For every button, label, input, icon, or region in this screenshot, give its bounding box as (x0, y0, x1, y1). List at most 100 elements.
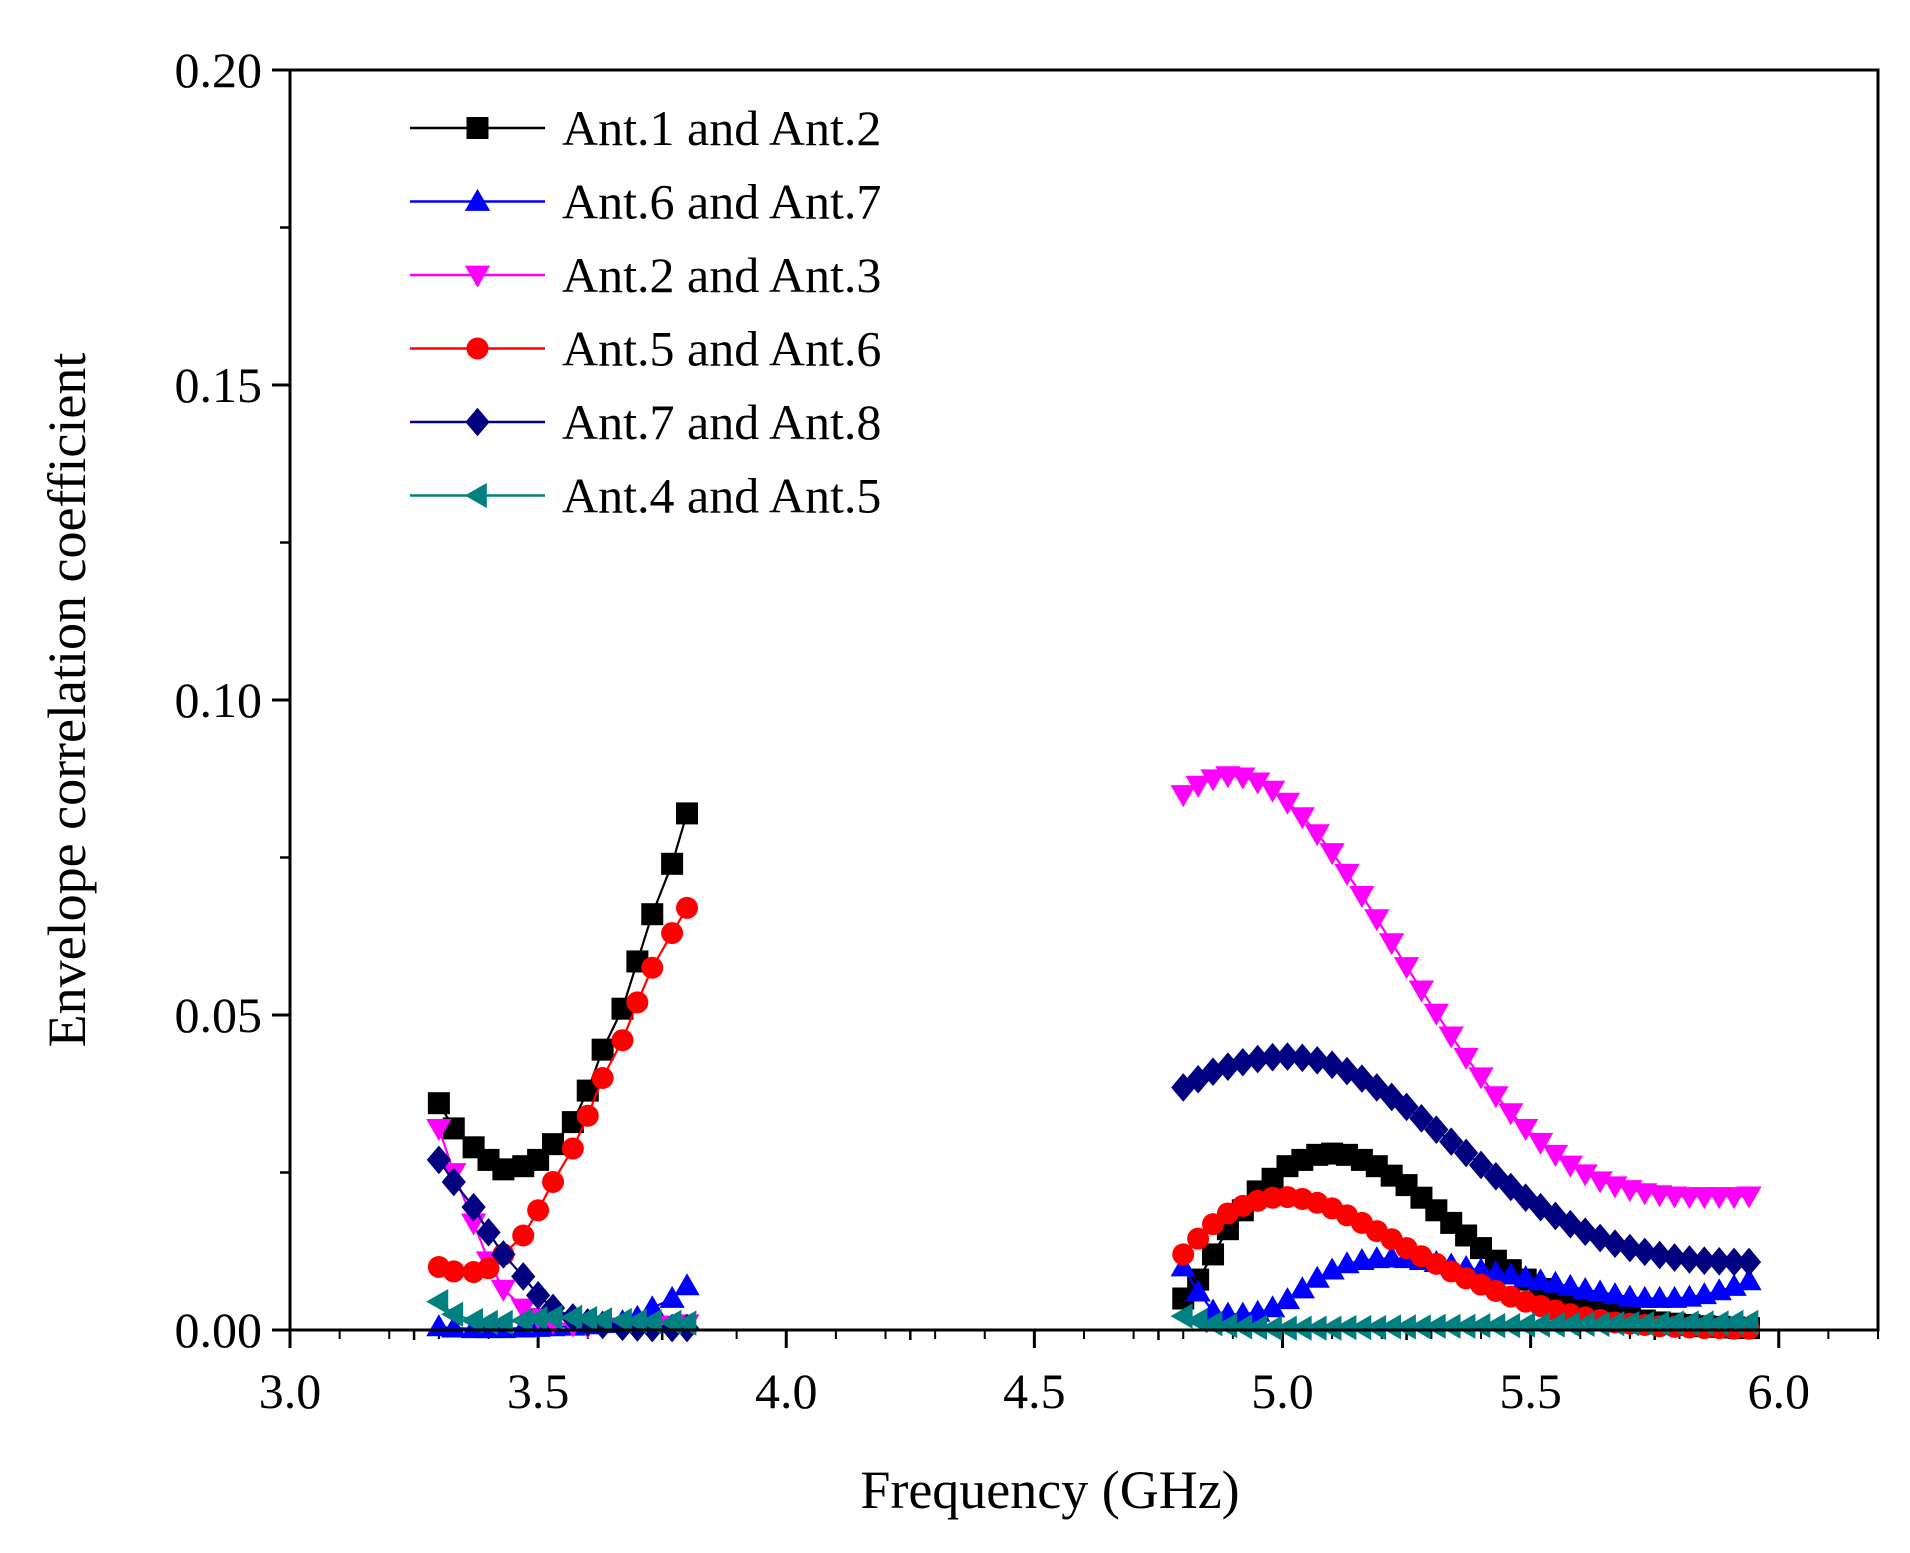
data-point (609, 1307, 632, 1334)
data-point (1230, 1047, 1255, 1077)
legend-item: Ant.7 and Ant.8 (410, 394, 881, 450)
data-point (542, 1133, 565, 1156)
data-point (1394, 1092, 1419, 1122)
data-point (1572, 1277, 1598, 1300)
data-point (1408, 980, 1435, 1003)
data-point (1662, 1243, 1687, 1272)
data-point (1424, 1115, 1449, 1144)
data-point (1692, 1246, 1717, 1275)
data-point (512, 1224, 535, 1247)
data-point (1349, 885, 1375, 908)
data-point (624, 1308, 647, 1334)
data-point (526, 1281, 551, 1310)
data-point (1423, 1313, 1446, 1339)
data-point (1454, 1138, 1479, 1168)
data-point (1587, 1279, 1613, 1302)
data-point (1185, 1279, 1211, 1302)
data-point (1557, 1155, 1583, 1178)
data-point (560, 1304, 583, 1331)
data-point (1438, 1026, 1464, 1049)
data-point (1259, 1315, 1282, 1341)
legend-item: Ant.5 and Ant.6 (410, 321, 881, 377)
data-point (641, 956, 664, 979)
data-point (1498, 1262, 1524, 1285)
data-point (659, 1285, 685, 1308)
data-point (1274, 792, 1301, 815)
data-point (1274, 1315, 1297, 1341)
data-point (1289, 807, 1315, 830)
x-tick-label: 5.5 (1499, 1363, 1562, 1419)
data-point (674, 1273, 700, 1296)
data-point (561, 1137, 584, 1160)
data-point (460, 1307, 483, 1334)
data-point (1453, 1313, 1476, 1339)
data-point (1319, 1257, 1345, 1280)
data-point (1721, 1273, 1747, 1296)
data-point (576, 1079, 599, 1102)
data-point (1677, 1245, 1702, 1274)
y-axis-title: Envelope correlation coefficient (37, 353, 97, 1048)
data-point (1187, 1227, 1210, 1250)
data-point (1498, 1103, 1524, 1126)
x-tick-label: 3.0 (259, 1363, 322, 1419)
data-point (1393, 957, 1420, 980)
data-point (1602, 1282, 1628, 1305)
legend: Ant.1 and Ant.2 Ant.6 and Ant.7 Ant.2 and … (410, 100, 881, 524)
data-point (1393, 1314, 1416, 1340)
data-point (1215, 1312, 1238, 1339)
legend-item: Ant.1 and Ant.2 (410, 100, 881, 156)
data-point (576, 1104, 599, 1127)
data-point (490, 1279, 517, 1302)
data-point (441, 1301, 464, 1327)
data-point (626, 991, 649, 1014)
data-point (1707, 1247, 1732, 1276)
plot-series (426, 766, 1762, 1343)
data-point (1408, 1314, 1431, 1340)
data-point (426, 1119, 452, 1142)
data-point (461, 1192, 486, 1222)
x-tick-label: 4.0 (755, 1363, 818, 1419)
data-point (1290, 1043, 1315, 1073)
data-point (611, 1029, 634, 1052)
data-point (1483, 1260, 1509, 1283)
data-point (1527, 1132, 1554, 1155)
data-point (1736, 1247, 1762, 1277)
data-point (1542, 1270, 1569, 1293)
data-point (441, 1315, 467, 1338)
axes: 3.0 3.5 4.0 4.5 5.0 5.5 6.0 0.00 0.05 0.10 0.15 0.2… (175, 42, 1879, 1419)
data-point (591, 1038, 614, 1061)
data-point (1171, 1073, 1196, 1102)
x-tick-label: 4.5 (1003, 1363, 1066, 1419)
x-tick-label: 5.0 (1251, 1363, 1314, 1419)
data-point (1453, 1047, 1479, 1070)
data-point (1304, 1315, 1327, 1341)
data-point (575, 1306, 598, 1332)
data-point (1423, 1003, 1449, 1026)
data-point (1721, 1247, 1747, 1277)
data-point (1483, 1312, 1506, 1339)
legend-item: Ant.4 and Ant.5 (410, 468, 881, 524)
data-point (1572, 1164, 1598, 1187)
data-point (427, 1092, 450, 1115)
legend-label: Ant.1 and Ant.2 (562, 100, 881, 156)
x-axis-title: Frequency (GHz) (860, 1460, 1239, 1520)
data-point (589, 1307, 612, 1333)
y-tick-label: 0.05 (175, 987, 263, 1043)
data-point (1468, 1067, 1494, 1090)
data-point (1617, 1233, 1642, 1263)
legend-label: Ant.6 and Ant.7 (562, 174, 881, 230)
data-point (1379, 1314, 1402, 1340)
data-point (426, 1289, 449, 1315)
data-point (476, 1218, 501, 1247)
data-point (1170, 1303, 1193, 1329)
legend-label: Ant.4 and Ant.5 (562, 468, 881, 524)
data-point (1275, 1042, 1300, 1071)
legend-item: Ant.6 and Ant.7 (410, 174, 881, 230)
legend-marker (465, 407, 490, 437)
legend-item: Ant.2 and Ant.3 (410, 247, 881, 303)
legend-marker (466, 117, 489, 139)
data-point (1468, 1150, 1494, 1180)
data-point (639, 1309, 662, 1335)
x-tick-label: 3.5 (507, 1363, 570, 1419)
